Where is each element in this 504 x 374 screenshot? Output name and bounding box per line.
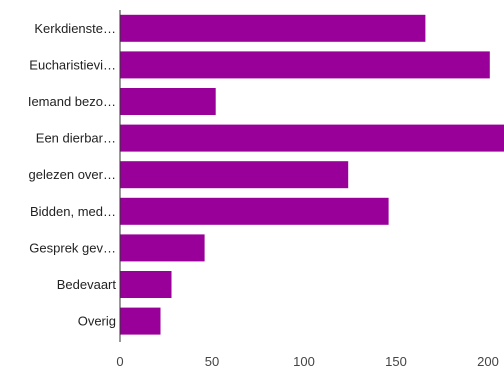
category-label: Eucharistievi… [29, 57, 116, 72]
bar-6 [120, 234, 205, 262]
category-label: Iemand bezo… [28, 94, 116, 109]
x-tick-label: 50 [205, 354, 219, 369]
category-label: Bidden, med… [30, 204, 116, 219]
bar-2 [120, 88, 216, 115]
bar-3 [120, 124, 504, 152]
bar-7 [120, 271, 172, 298]
x-tick-label: 100 [293, 354, 315, 369]
bar-4 [120, 161, 349, 189]
bar-5 [120, 197, 389, 225]
x-tick-label: 0 [116, 354, 123, 369]
category-label: Een dierbar… [36, 131, 116, 146]
category-label: gelezen over… [29, 167, 116, 182]
category-label: Gesprek gev… [29, 240, 116, 255]
category-label: Kerkdienste… [34, 21, 116, 36]
category-label: Overig [78, 314, 116, 329]
x-tick-label: 200 [477, 354, 499, 369]
x-tick-label: 150 [385, 354, 407, 369]
bar-8 [120, 307, 161, 335]
bar-1 [120, 51, 490, 79]
category-label: Bedevaart [57, 277, 117, 292]
bar-0 [120, 14, 426, 42]
